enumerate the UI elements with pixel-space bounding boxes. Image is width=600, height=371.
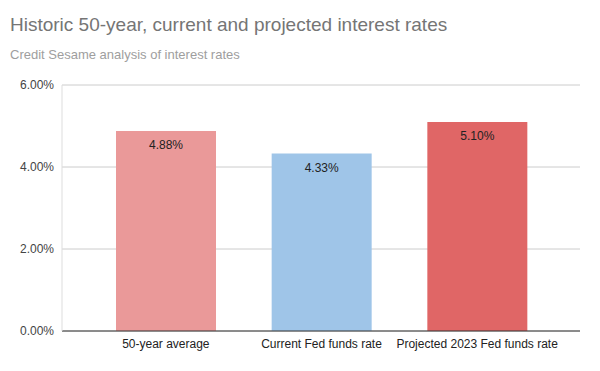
svg-text:0.00%: 0.00% bbox=[20, 324, 54, 338]
svg-text:Projected 2023 Fed funds rate: Projected 2023 Fed funds rate bbox=[396, 337, 558, 351]
svg-text:4.88%: 4.88% bbox=[149, 138, 183, 152]
svg-text:5.10%: 5.10% bbox=[460, 129, 494, 143]
svg-text:50-year average: 50-year average bbox=[122, 337, 210, 351]
html-text:Historic 50-year, current and: Historic 50-year, current and projected … bbox=[10, 14, 448, 35]
svg-text:2.00%: 2.00% bbox=[20, 242, 54, 256]
svg-text:6.00%: 6.00% bbox=[20, 78, 54, 92]
svg-text:4.00%: 4.00% bbox=[20, 160, 54, 174]
html-text:Credit Sesame analysis of inte: Credit Sesame analysis of interest rates bbox=[10, 47, 240, 62]
svg-text:Current Fed funds rate: Current Fed funds rate bbox=[261, 337, 382, 351]
svg-text:4.33%: 4.33% bbox=[305, 161, 339, 175]
